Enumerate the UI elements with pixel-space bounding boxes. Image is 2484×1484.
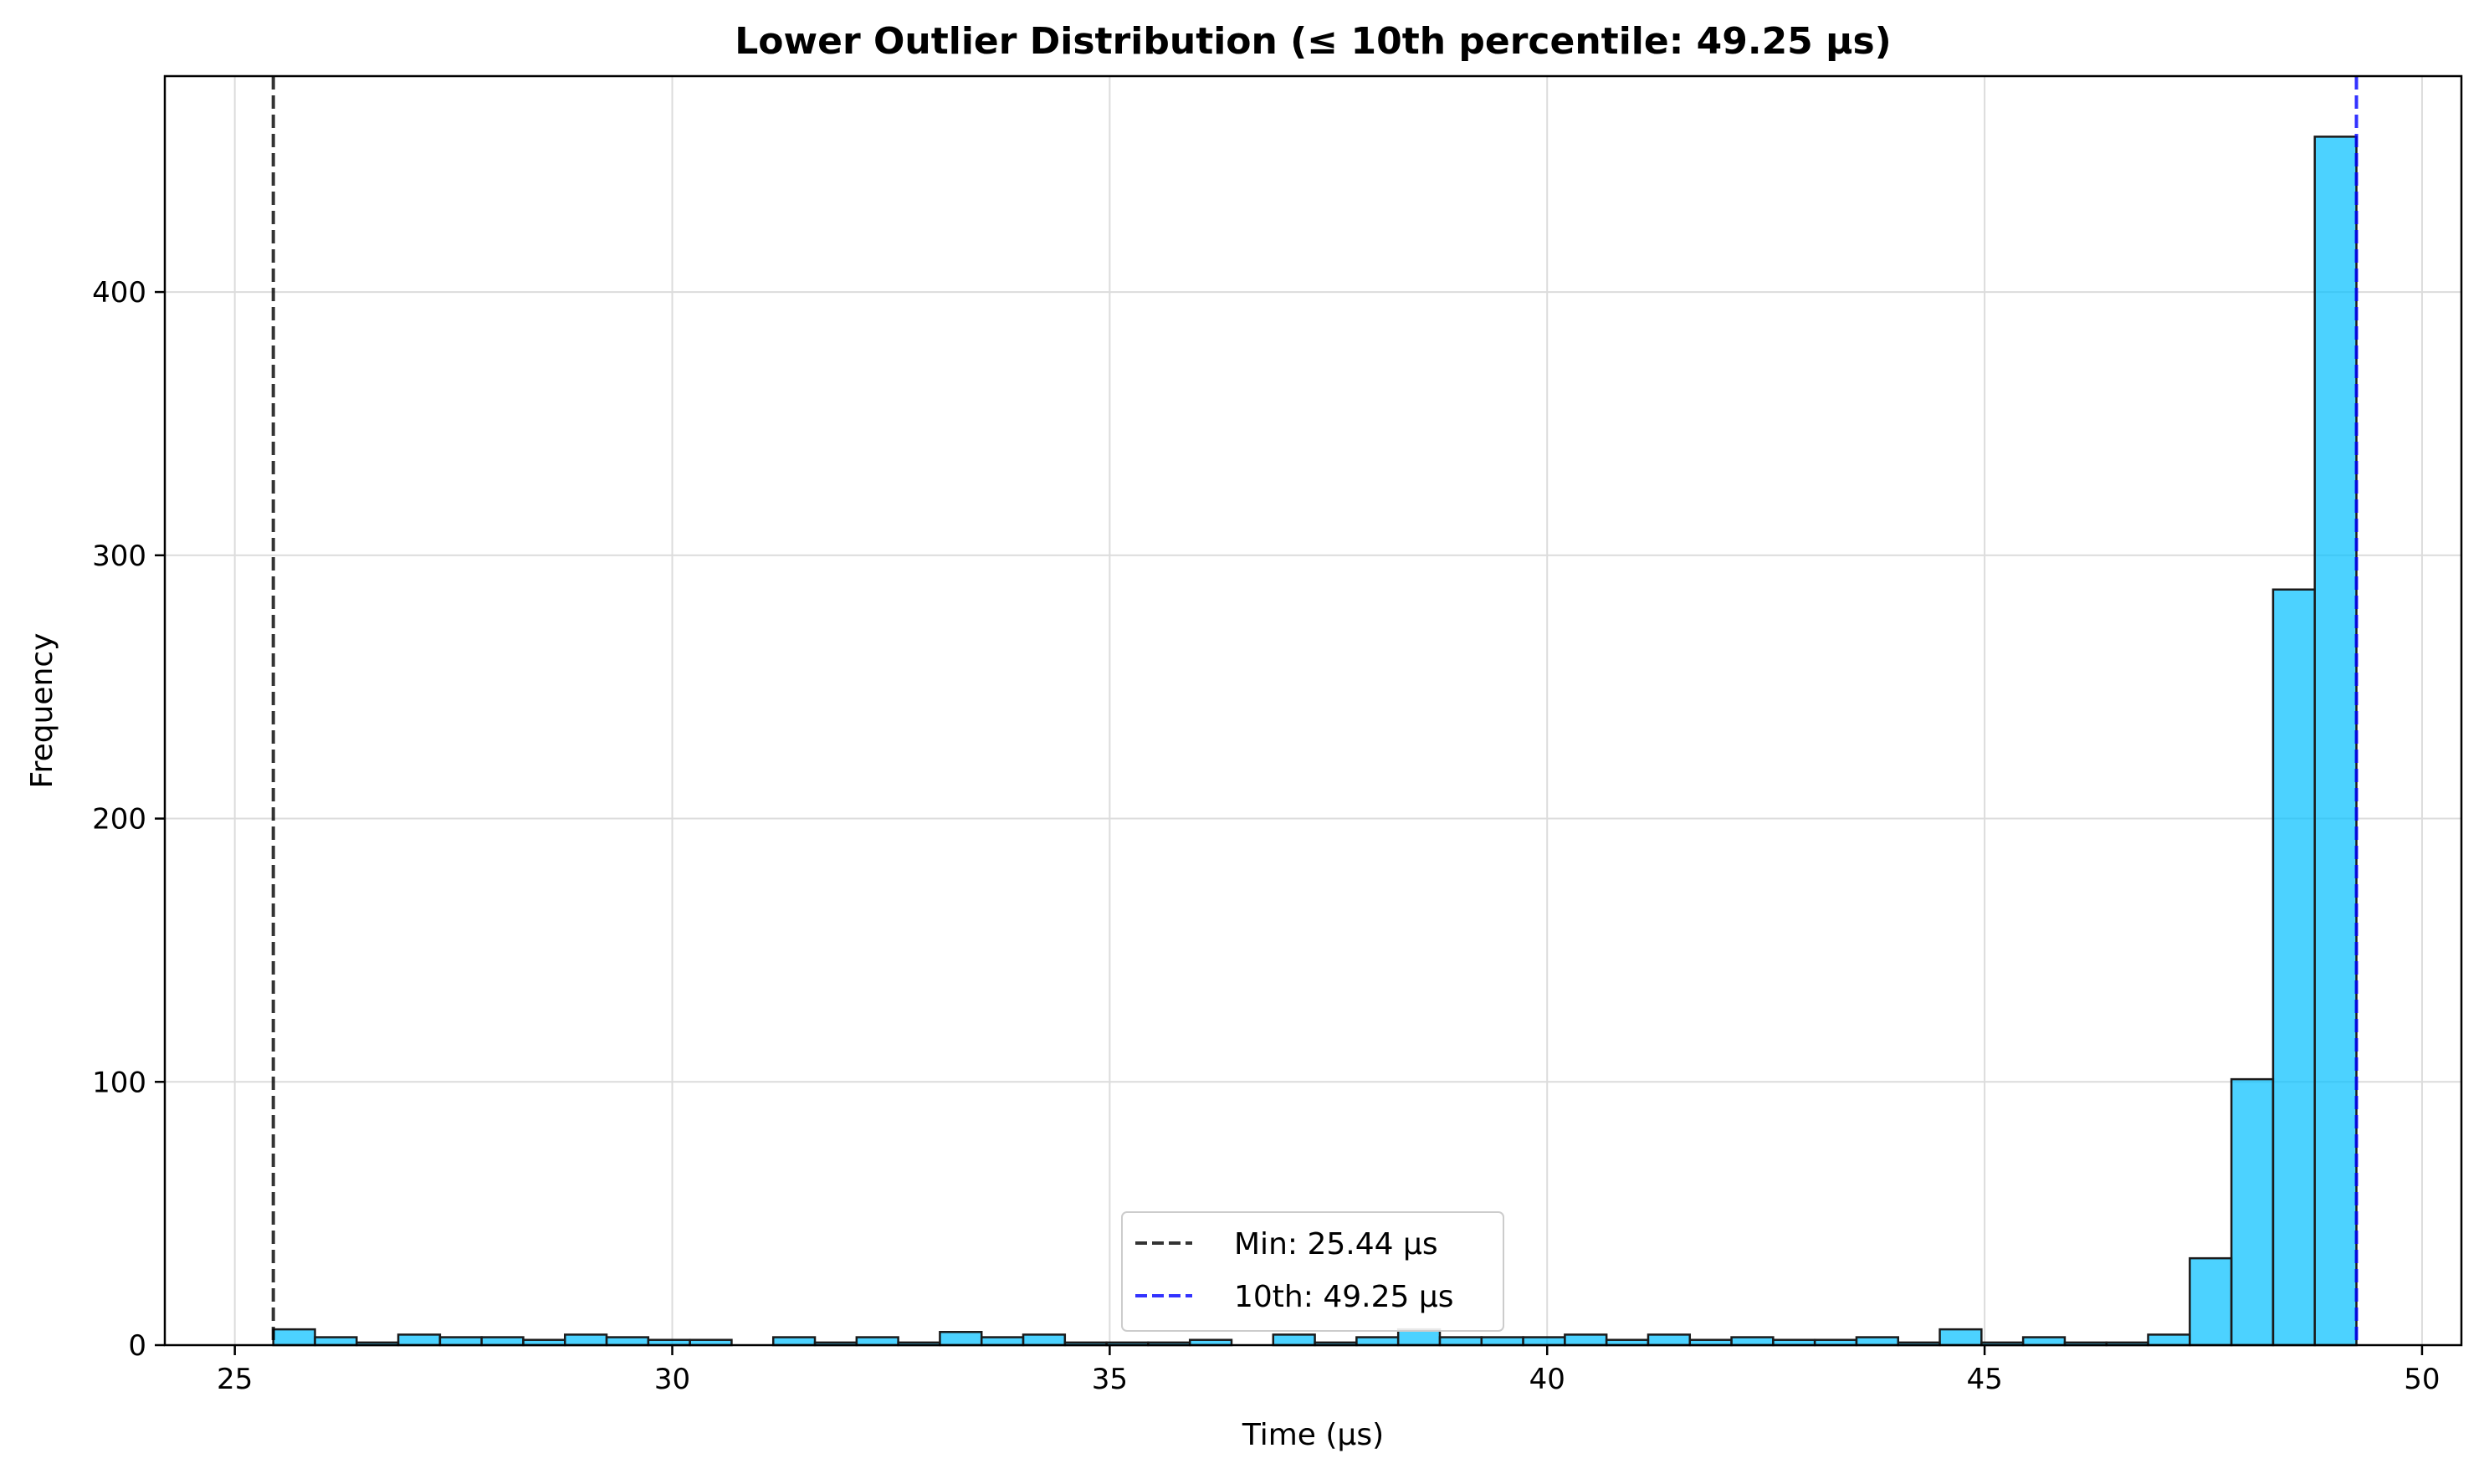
y-axis-label: Frequency [25, 633, 59, 789]
y-tick-label: 200 [92, 803, 146, 837]
x-tick-label: 30 [654, 1363, 690, 1396]
histogram-bar [2147, 1333, 2191, 1347]
histogram-bar [1564, 1333, 1608, 1347]
histogram-bar [980, 1336, 1025, 1347]
y-tick-label: 400 [92, 276, 146, 310]
histogram-bar [397, 1333, 442, 1347]
histogram-bar [855, 1336, 899, 1347]
histogram-bar [771, 1336, 817, 1347]
histogram-bar [1522, 1336, 1566, 1347]
x-tick-label: 40 [1529, 1363, 1565, 1396]
histogram-bar [563, 1333, 608, 1347]
histogram-bar [1272, 1333, 1316, 1347]
legend: Min: 25.44 µs 10th: 49.25 µs [1121, 1211, 1504, 1332]
y-tick-label: 0 [128, 1329, 146, 1363]
histogram-bar [314, 1336, 358, 1347]
histogram-bar [2230, 1077, 2275, 1347]
y-tick-label: 300 [92, 540, 146, 573]
x-tick-label: 45 [1966, 1363, 2002, 1396]
histogram-bar [605, 1336, 650, 1347]
x-tick-label: 25 [217, 1363, 253, 1396]
histogram-bar [1355, 1336, 1400, 1347]
histogram-bar [2271, 588, 2316, 1347]
histogram-bar [1022, 1333, 1067, 1347]
y-axis-ticks: 0 100 200 300 400 [92, 276, 165, 1363]
histogram-bar [2189, 1256, 2233, 1347]
histogram-bar [939, 1331, 983, 1347]
histogram-bar [1730, 1336, 1775, 1347]
histogram-bar [272, 1328, 316, 1347]
x-axis-ticks: 25 30 35 40 45 50 [217, 1345, 2440, 1396]
x-tick-label: 35 [1092, 1363, 1128, 1396]
histogram-bar [438, 1336, 483, 1347]
histogram-bar [1855, 1336, 1899, 1347]
histogram-bar [1647, 1333, 1692, 1347]
histogram-bar [1939, 1328, 1983, 1347]
plot-frame [163, 74, 2463, 1347]
y-tick-label: 100 [92, 1066, 146, 1099]
histogram-bar [480, 1336, 525, 1347]
histogram-bar [1438, 1336, 1483, 1347]
legend-entry-label: Min: 25.44 µs [1234, 1227, 1438, 1261]
x-axis-label: Time (µs) [1242, 1418, 1384, 1452]
legend-box [1121, 1211, 1504, 1332]
histogram-bar [1480, 1336, 1524, 1347]
legend-entry-label: 10th: 49.25 µs [1234, 1280, 1453, 1314]
histogram-bar [2313, 136, 2358, 1347]
chart-title: Lower Outlier Distribution (≤ 10th perce… [735, 20, 1892, 63]
x-tick-label: 50 [2404, 1363, 2440, 1396]
histogram-bar [2021, 1336, 2067, 1347]
